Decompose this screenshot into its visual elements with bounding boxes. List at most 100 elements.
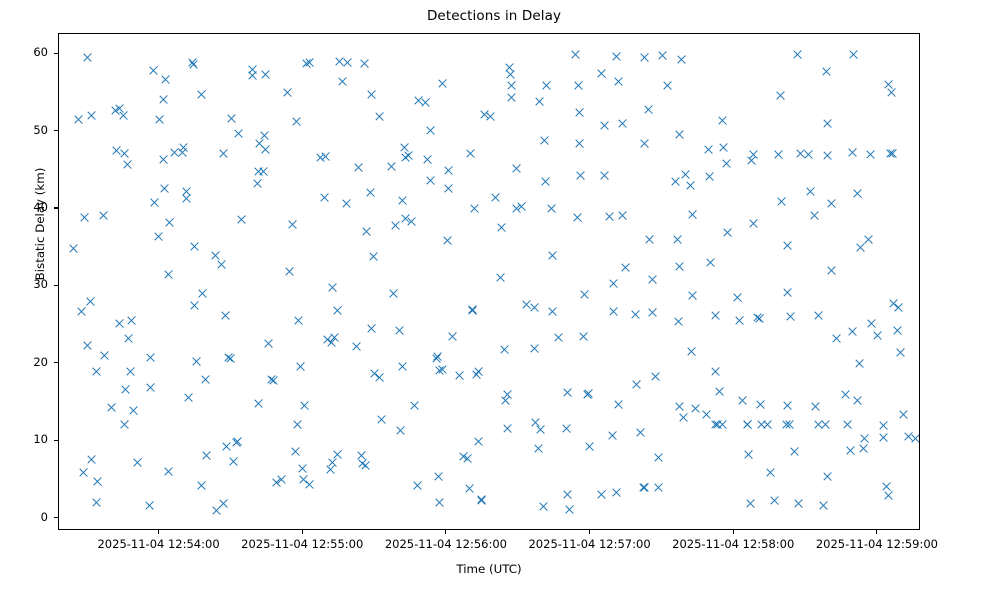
scatter-point <box>845 445 856 456</box>
scatter-point <box>442 235 453 246</box>
scatter-point <box>718 142 729 153</box>
scatter-point <box>782 400 793 411</box>
scatter-point <box>765 467 776 478</box>
scatter-point <box>323 334 334 345</box>
scatter-point <box>121 384 132 395</box>
scatter-point <box>220 310 231 321</box>
scatter-point <box>149 197 160 208</box>
scatter-point <box>106 402 117 413</box>
scatter-point <box>784 419 795 430</box>
scatter-point <box>686 346 697 357</box>
scatter-point <box>884 79 895 90</box>
scatter-point <box>395 325 406 336</box>
scatter-point <box>607 430 618 441</box>
scatter-point <box>178 147 189 158</box>
scatter-point <box>893 302 904 313</box>
scatter-point <box>359 58 370 69</box>
x-tick-label: 2025-11-04 12:54:00 <box>97 537 220 551</box>
scatter-point <box>454 370 465 381</box>
scatter-point <box>749 149 760 160</box>
x-tick-mark <box>158 530 160 534</box>
scatter-point <box>296 361 307 372</box>
y-tick-mark <box>54 284 58 286</box>
scatter-point <box>818 500 829 511</box>
scatter-point <box>503 389 514 400</box>
plot-area[interactable] <box>58 33 920 530</box>
scatter-point <box>231 437 242 448</box>
scatter-point <box>675 401 686 412</box>
scatter-point <box>433 351 444 362</box>
scatter-point <box>789 446 800 457</box>
scatter-point <box>462 453 473 464</box>
scatter-point <box>547 250 558 261</box>
scatter-point <box>443 165 454 176</box>
scatter-point <box>376 414 387 425</box>
scatter-point <box>284 266 295 277</box>
scatter-point <box>413 95 424 106</box>
scatter-point <box>865 149 876 160</box>
y-tick-mark <box>54 362 58 364</box>
scatter-point <box>722 227 733 238</box>
scatter-point <box>886 87 897 98</box>
scatter-point <box>670 176 681 187</box>
scatter-point <box>748 218 759 229</box>
scatter-point <box>827 265 838 276</box>
scatter-point <box>267 374 278 385</box>
scatter-point <box>76 306 87 317</box>
scatter-point <box>319 192 330 203</box>
scatter-point <box>547 306 558 317</box>
scatter-point <box>599 170 610 181</box>
scatter-point <box>297 463 308 474</box>
scatter-point <box>643 104 654 115</box>
x-tick-label: 2025-11-04 12:55:00 <box>241 537 364 551</box>
scatter-point <box>852 395 863 406</box>
scatter-point <box>128 405 139 416</box>
scatter-point <box>706 257 717 268</box>
scatter-point <box>743 419 754 430</box>
x-tick-mark <box>445 530 447 534</box>
scatter-point <box>370 368 381 379</box>
scatter-point <box>744 449 755 460</box>
y-tick-label: 20 <box>33 354 48 369</box>
scatter-point <box>181 186 192 197</box>
scatter-point <box>247 64 258 75</box>
scatter-point <box>639 138 650 149</box>
scatter-point <box>282 87 293 98</box>
scatter-point <box>878 420 889 431</box>
scatter-point <box>421 97 432 108</box>
scatter-point <box>863 234 874 245</box>
scatter-point <box>178 142 189 153</box>
x-axis-label: Time (UTC) <box>456 562 522 576</box>
scatter-point <box>647 274 658 285</box>
y-tick-mark <box>54 439 58 441</box>
scatter-point <box>653 482 664 493</box>
scatter-point <box>276 474 287 485</box>
scatter-point <box>433 471 444 482</box>
scatter-point <box>148 65 159 76</box>
scatter-point <box>422 154 433 165</box>
scatter-point <box>390 220 401 231</box>
scatter-point <box>678 412 689 423</box>
x-tick-mark <box>301 530 303 534</box>
scatter-point <box>852 188 863 199</box>
scatter-point <box>676 54 687 65</box>
scatter-point <box>187 57 198 68</box>
scatter-point <box>164 217 175 228</box>
scatter-point <box>334 56 345 67</box>
scatter-point <box>848 49 859 60</box>
scatter-point <box>124 333 135 344</box>
scatter-point <box>578 331 589 342</box>
scatter-point <box>388 288 399 299</box>
x-tick-label: 2025-11-04 12:59:00 <box>815 537 938 551</box>
scatter-point <box>737 395 748 406</box>
scatter-point <box>158 154 169 165</box>
scatter-point <box>785 311 796 322</box>
scatter-point <box>154 231 165 242</box>
scatter-point <box>782 287 793 298</box>
scatter-point <box>535 96 546 107</box>
scatter-point <box>212 505 223 516</box>
scatter-point <box>813 310 824 321</box>
scatter-point <box>701 409 712 420</box>
scatter-point <box>291 116 302 127</box>
scatter-point <box>228 456 239 467</box>
